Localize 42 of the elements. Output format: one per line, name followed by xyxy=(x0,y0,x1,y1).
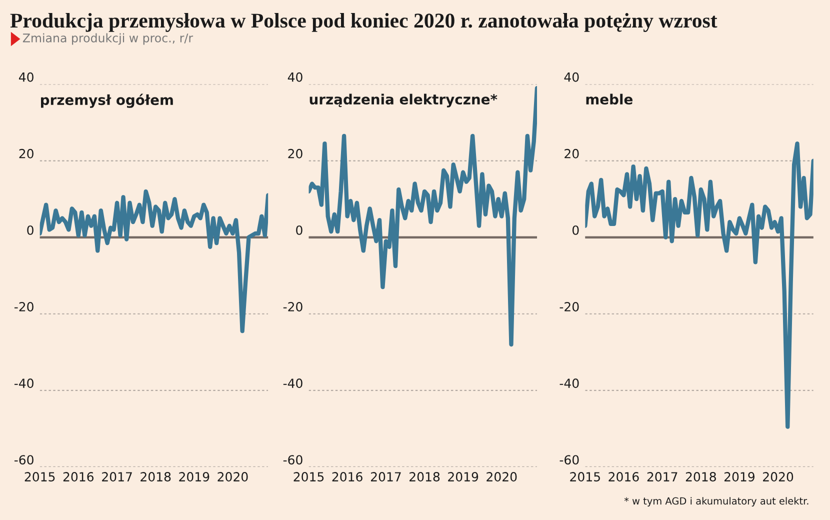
x-tick-label: 2020 xyxy=(486,472,517,482)
x-tick-label: 2018 xyxy=(686,472,716,482)
y-tick-label: -20 xyxy=(283,302,302,312)
y-tick-label: 20 xyxy=(288,148,302,158)
text: Produkcja przemysłowa w Polsce pod koniec 2020 r. zanotowała potężny wzrost xyxy=(10,13,718,32)
y-tick-label: 20 xyxy=(564,148,579,158)
x-tick-label: 2015 xyxy=(24,472,55,482)
y-tick-label: 20 xyxy=(19,148,34,158)
x-tick-label: 2019 xyxy=(179,472,210,482)
y-tick-label: -40 xyxy=(560,378,579,388)
chart-subtitle: Zmiana produkcji w proc., r/r xyxy=(22,33,194,45)
y-tick-label: 0 xyxy=(27,225,34,235)
y-tick-label: 40 xyxy=(564,72,579,82)
x-tick-label: 2016 xyxy=(63,472,94,482)
x-tick-label: 2017 xyxy=(370,472,401,482)
x-tick-label: 2015 xyxy=(294,472,324,482)
y-tick-label: -40 xyxy=(14,378,34,388)
x-tick-label: 2019 xyxy=(724,472,754,482)
y-tick-label: -40 xyxy=(283,378,302,388)
y-tick-label: 0 xyxy=(296,225,302,235)
y-tick-label: -60 xyxy=(560,455,579,465)
y-tick-label: 40 xyxy=(288,72,302,82)
x-tick-label: 2020 xyxy=(763,472,794,482)
x-tick-label: 2020 xyxy=(218,472,248,482)
y-tick-label: 40 xyxy=(18,72,34,82)
x-tick-label: 2016 xyxy=(332,472,362,482)
x-tick-label: 2015 xyxy=(570,472,600,482)
x-tick-label: 2019 xyxy=(448,472,478,482)
x-tick-label: 2017 xyxy=(647,472,678,482)
x-tick-label: 2016 xyxy=(608,472,639,482)
y-tick-label: -20 xyxy=(560,302,579,312)
y-tick-label: -20 xyxy=(14,302,34,312)
y-tick-label: -60 xyxy=(14,455,34,465)
x-tick-label: 2017 xyxy=(102,472,132,482)
text: meble xyxy=(586,94,632,105)
text: urządzenia elektryczne* xyxy=(310,94,498,108)
y-tick-label: 0 xyxy=(572,225,579,235)
x-tick-label: 2018 xyxy=(410,472,440,482)
text: * w tym AGD i akumulatory aut elektr. xyxy=(624,497,808,507)
y-tick-label: -60 xyxy=(283,455,302,465)
text: przemysł ogółem xyxy=(41,94,173,108)
x-tick-label: 2018 xyxy=(140,472,171,482)
